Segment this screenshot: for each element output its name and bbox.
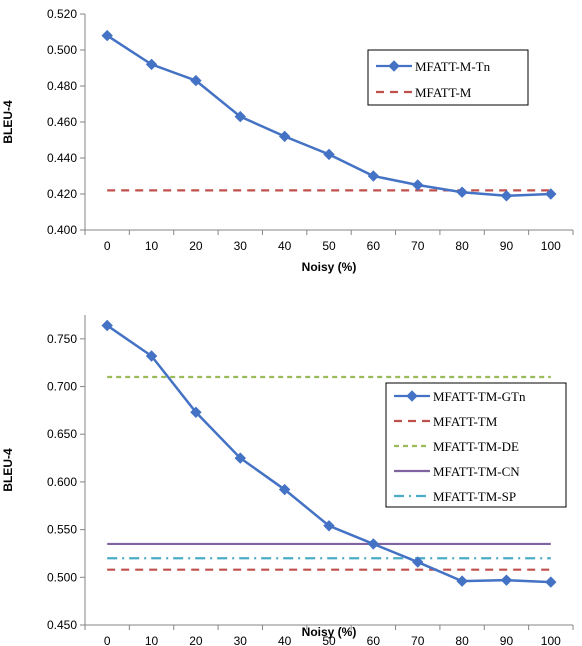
data-point-marker — [145, 58, 158, 71]
legend: MFATT-M-Tn MFATT-M — [367, 49, 529, 106]
x-tick-label: 70 — [411, 239, 425, 253]
data-point-marker — [278, 130, 291, 143]
x-tick-label: 20 — [189, 634, 203, 646]
legend-label: MFATT-M — [415, 85, 472, 100]
x-tick-label: 60 — [367, 239, 381, 253]
x-tick-label: 90 — [500, 634, 514, 646]
data-point-marker — [456, 186, 468, 198]
y-tick-label: 0.450 — [47, 618, 77, 632]
x-axis-title: Noisy (%) — [302, 260, 357, 274]
y-tick-label: 0.600 — [47, 475, 77, 489]
y-tick-label: 0.750 — [47, 332, 77, 346]
legend-label: MFATT-TM-GTn — [433, 389, 526, 404]
x-tick-label: 60 — [367, 634, 381, 646]
y-tick-label: 0.550 — [47, 523, 77, 537]
x-tick-label: 30 — [234, 239, 248, 253]
data-point-marker — [323, 520, 335, 532]
legend-label: MFATT-TM-CN — [433, 464, 520, 479]
x-tick-label: 0 — [104, 634, 111, 646]
data-point-marker — [190, 406, 202, 418]
legend-label: MFATT-TM-SP — [433, 489, 516, 504]
y-tick-label: 0.520 — [47, 7, 77, 21]
y-axis-title: BLEU-4 — [1, 448, 15, 492]
data-point-marker — [500, 190, 513, 202]
data-point-marker — [412, 556, 424, 568]
x-tick-label: 40 — [278, 634, 292, 646]
legend-label: MFATT-TM — [433, 414, 498, 429]
data-point-marker — [278, 483, 291, 496]
data-point-marker — [234, 110, 246, 123]
legend-label: MFATT-M-Tn — [415, 59, 491, 74]
series-MFATT-M-Tn — [101, 29, 557, 202]
x-tick-label: 100 — [541, 634, 561, 646]
data-point-marker — [190, 74, 202, 87]
x-tick-label: 40 — [278, 239, 292, 253]
data-point-marker — [101, 29, 113, 42]
chart-1: 0.400 0.420 0.440 0.460 0.480 0.500 0.520 0 10 20… — [1, 7, 574, 274]
data-point-marker — [367, 170, 380, 182]
x-tick-label: 100 — [541, 239, 561, 253]
y-tick-label: 0.650 — [47, 427, 77, 441]
x-tick-label: 20 — [189, 239, 203, 253]
data-point-marker — [101, 319, 113, 332]
x-tick-label: 0 — [104, 239, 111, 253]
data-point-marker — [145, 350, 158, 362]
x-tick-label: 10 — [145, 239, 159, 253]
legend: MFATT-TM-GTn MFATT-TM MFATT-TM-DE MFATT-TM-… — [385, 382, 567, 508]
y-tick-label: 0.480 — [47, 79, 77, 93]
data-point-marker — [234, 452, 246, 464]
y-tick-label: 0.460 — [47, 115, 77, 129]
y-tick-label: 0.440 — [47, 151, 77, 165]
x-axis-title: Noisy (%) — [302, 625, 357, 639]
data-point-marker — [545, 576, 557, 588]
data-point-marker — [456, 575, 468, 587]
series-MFATT-TM-GTn — [101, 319, 557, 588]
y-axis-title: BLEU-4 — [1, 100, 15, 144]
y-tick-label: 0.500 — [47, 570, 77, 584]
x-tick-label: 80 — [455, 634, 469, 646]
x-tick-label: 90 — [500, 239, 514, 253]
x-tick-label: 50 — [322, 634, 336, 646]
data-point-marker — [412, 179, 424, 191]
y-tick-label: 0.500 — [47, 43, 77, 57]
chart-2: 0.450 0.500 0.550 0.600 0.650 0.700 0.750 0 10 20… — [1, 315, 574, 646]
data-point-marker — [545, 188, 557, 200]
y-tick-label: 0.420 — [47, 187, 77, 201]
x-tick-label: 70 — [411, 634, 425, 646]
legend-label: MFATT-TM-DE — [433, 439, 519, 454]
legend-swatch-marker — [388, 60, 400, 72]
data-point-marker — [323, 148, 335, 161]
y-tick-label: 0.400 — [47, 223, 77, 237]
x-tick-label: 50 — [322, 239, 336, 253]
x-tick-label: 30 — [234, 634, 248, 646]
y-tick-label: 0.700 — [47, 380, 77, 394]
data-point-marker — [367, 538, 380, 550]
legend-swatch-marker — [406, 390, 418, 402]
x-tick-label: 80 — [455, 239, 469, 253]
data-point-marker — [500, 574, 513, 586]
x-tick-label: 10 — [145, 634, 159, 646]
legend-box — [367, 49, 529, 106]
